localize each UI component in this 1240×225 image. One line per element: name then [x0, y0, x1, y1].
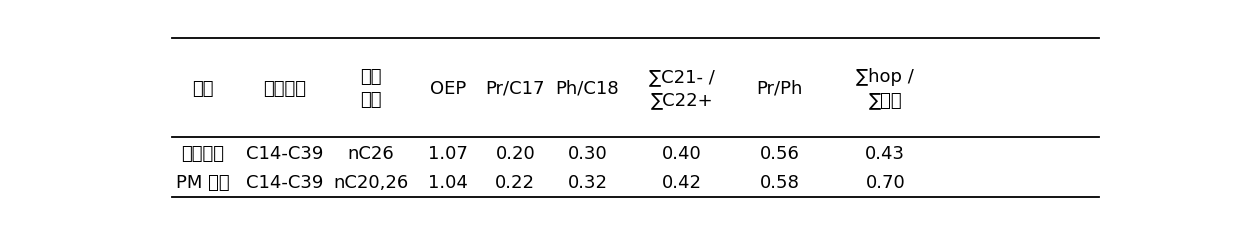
Text: 0.22: 0.22: [495, 173, 536, 191]
Text: 0.20: 0.20: [496, 144, 536, 162]
Text: 0.30: 0.30: [568, 144, 608, 162]
Text: 0.32: 0.32: [568, 173, 608, 191]
Text: 烷烃
主峰: 烷烃 主峰: [361, 68, 382, 109]
Text: 0.43: 0.43: [866, 144, 905, 162]
Text: 空白油样: 空白油样: [181, 144, 224, 162]
Text: C14-C39: C14-C39: [246, 173, 324, 191]
Text: ∑C21- /
∑C22+: ∑C21- / ∑C22+: [649, 68, 714, 109]
Text: 0.56: 0.56: [760, 144, 800, 162]
Text: PM 油样: PM 油样: [176, 173, 229, 191]
Text: nC20,26: nC20,26: [334, 173, 409, 191]
Text: 烷烃碳数: 烷烃碳数: [263, 80, 306, 97]
Text: nC26: nC26: [348, 144, 394, 162]
Text: Ph/C18: Ph/C18: [556, 80, 619, 97]
Text: 样名: 样名: [192, 80, 213, 97]
Text: 0.70: 0.70: [866, 173, 905, 191]
Text: 0.40: 0.40: [662, 144, 702, 162]
Text: OEP: OEP: [430, 80, 466, 97]
Text: 0.58: 0.58: [760, 173, 800, 191]
Text: 1.04: 1.04: [428, 173, 467, 191]
Text: ∑hop /
∑烷烃: ∑hop / ∑烷烃: [857, 68, 914, 109]
Text: 0.42: 0.42: [662, 173, 702, 191]
Text: Pr/Ph: Pr/Ph: [756, 80, 802, 97]
Text: Pr/C17: Pr/C17: [486, 80, 546, 97]
Text: 1.07: 1.07: [428, 144, 467, 162]
Text: C14-C39: C14-C39: [246, 144, 324, 162]
